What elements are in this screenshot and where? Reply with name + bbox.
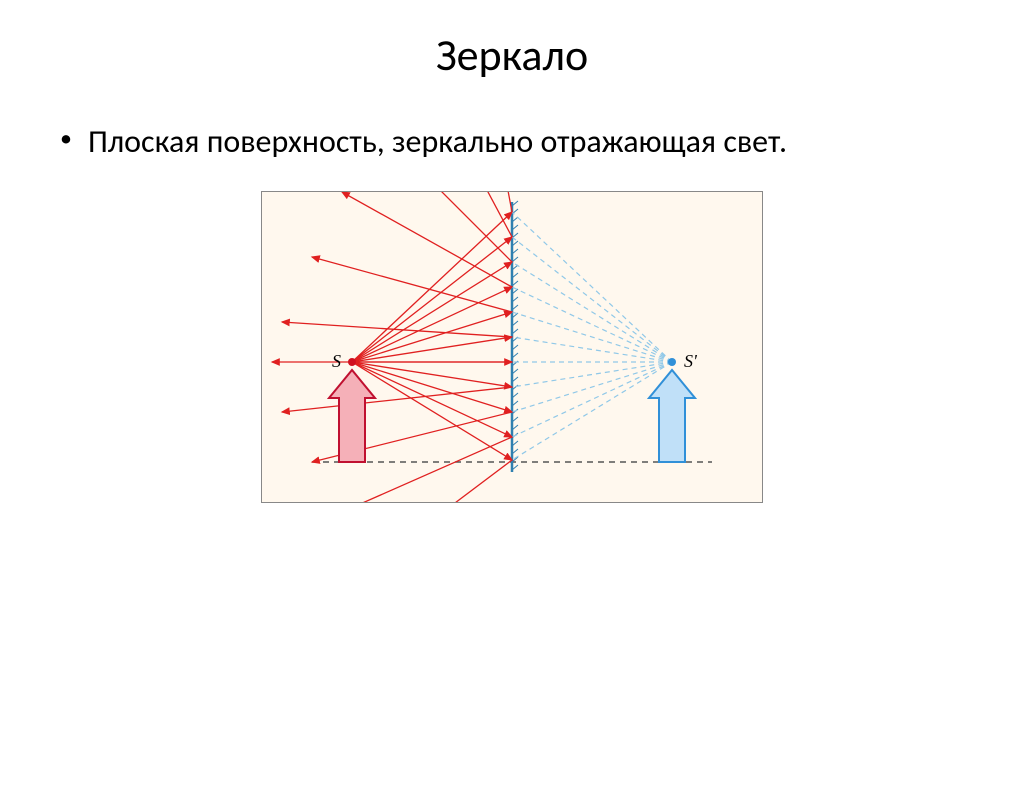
page-title: Зеркало [0, 28, 1024, 82]
diagram-svg: S S' [262, 192, 762, 502]
description-content: Плоская поверхность, зеркально отражающа… [88, 122, 787, 161]
svg-text:S: S [332, 351, 341, 371]
svg-text:S': S' [684, 351, 698, 371]
description-text: • Плоская поверхность, зеркально отражаю… [60, 122, 1024, 161]
bullet-marker: • [60, 124, 72, 153]
mirror-diagram: S S' [261, 191, 763, 503]
